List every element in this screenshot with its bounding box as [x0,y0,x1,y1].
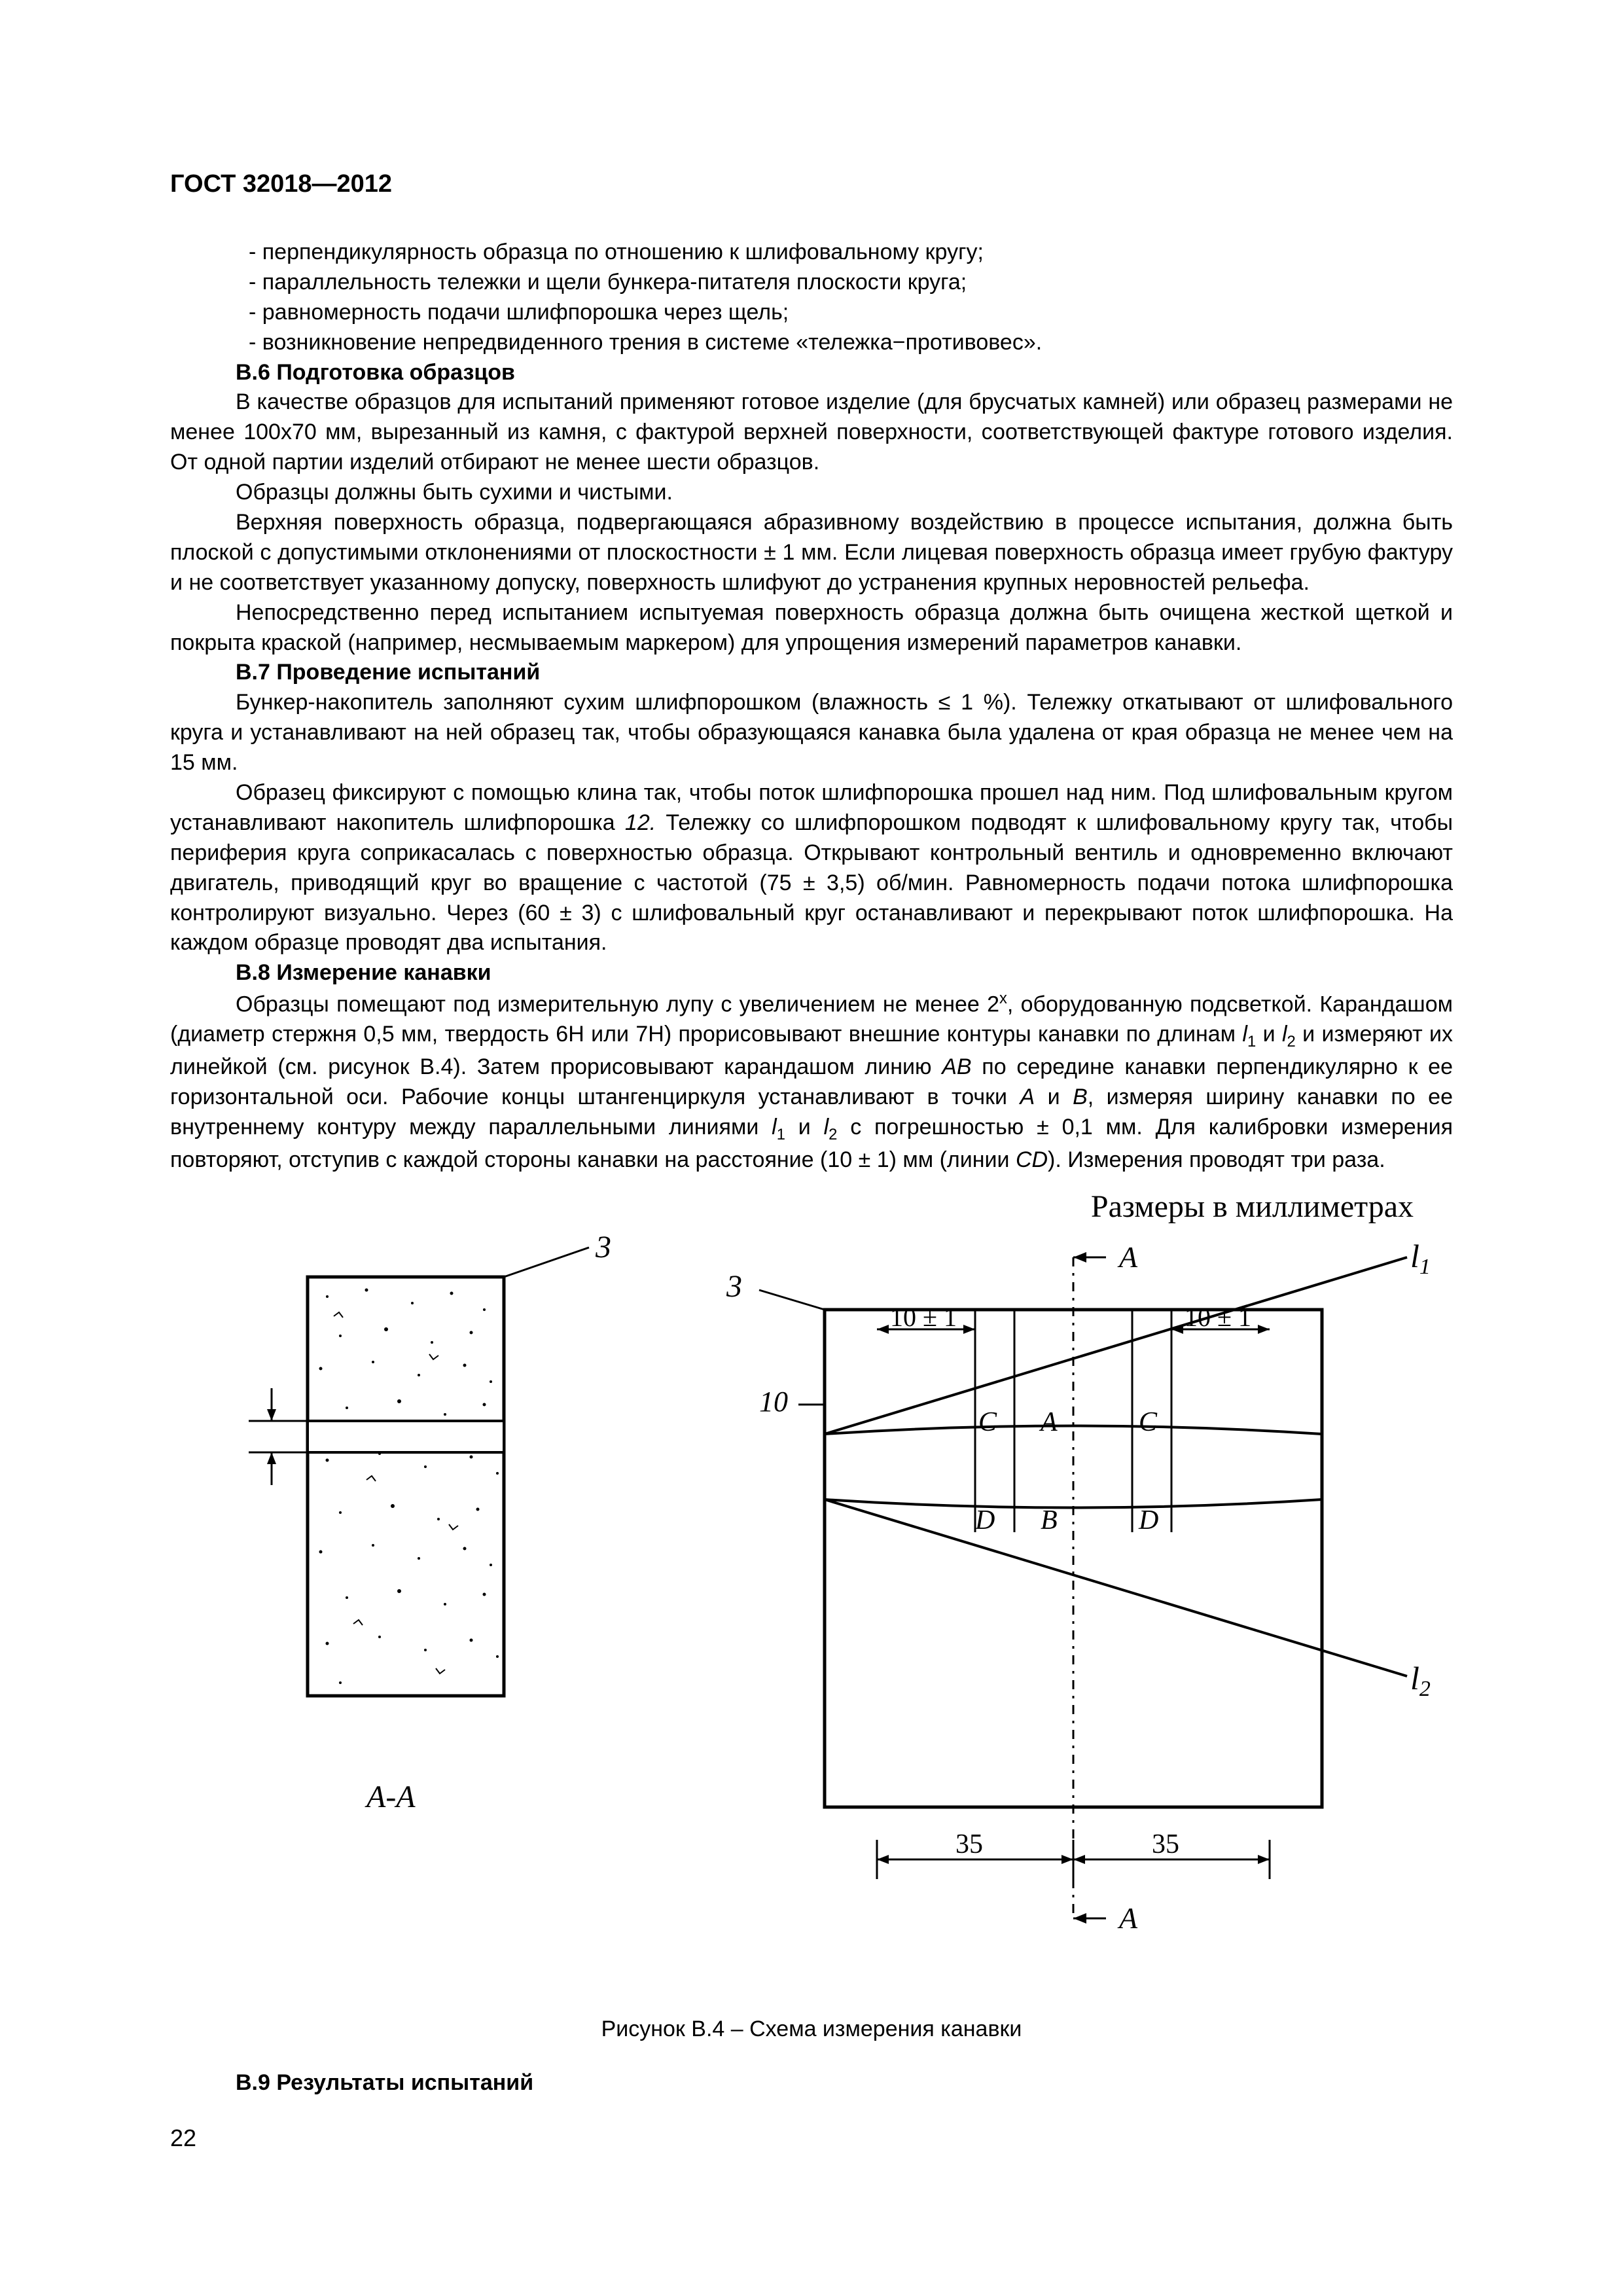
right-label-3: 3 [726,1269,742,1304]
figure-b4: 3 A-A 3 A A [170,1231,1453,2003]
s8-AB: АВ [942,1054,971,1079]
s8-and: и [1256,1022,1282,1047]
dimensions-title: Размеры в миллиметрах [170,1189,1414,1225]
section-b6-title: В.6 Подготовка образцов [236,360,515,385]
s8-A: А [1020,1085,1035,1109]
left-label-3: 3 [595,1231,611,1265]
s8-andb: и [785,1115,824,1139]
s6-p1: В качестве образцов для испытаний примен… [170,387,1453,478]
s6-p4: Непосредственно перед испытанием испытуе… [170,598,1453,658]
label-A-bot: A [1117,1901,1138,1935]
dim-10-1: 10 ± 1 [890,1302,957,1332]
section-b7-title: В.7 Проведение испытаний [236,660,540,685]
section-b8-title: В.8 Измерение канавки [236,960,491,985]
dim-35-1: 35 [955,1829,983,1859]
s8-l1: l [1242,1022,1247,1047]
s8-p1: Образцы помещают под измерительную лупу … [170,988,1453,1175]
label-A-top: A [1117,1240,1138,1274]
right-panel: 3 A A l1 l2 [726,1238,1431,1935]
section-b9-title: В.9 Результаты испытаний [236,2070,533,2095]
page: ГОСТ 32018—2012 - перпендикулярность обр… [0,0,1623,2296]
s6-p2: Образцы должны быть сухими и чистыми. [170,478,1453,508]
label-l2: l2 [1410,1660,1431,1701]
label-D1: D [974,1505,995,1535]
dim-10: 10 [759,1386,788,1418]
s8-l2-sub: 2 [1287,1033,1296,1050]
dim-35-2: 35 [1152,1829,1179,1859]
dim-10-2: 10 ± 1 [1185,1302,1251,1332]
s8-p1a: Образцы помещают под измерительную лупу … [236,992,999,1017]
s8-l2b-sub: 2 [829,1126,837,1143]
s8-l1b-sub: 1 [777,1126,785,1143]
s8-l1b: l [772,1115,777,1139]
figure-svg: 3 A-A 3 A A [170,1231,1453,2003]
body-text: - перпендикулярность образца по отношени… [170,238,1453,1175]
bullet-4: - возникновение непредвиденного трения в… [170,328,1453,358]
page-number: 22 [170,2125,196,2152]
bullet-2: - параллельность тележки и щели бункера-… [170,268,1453,298]
s7-p1: Бункер-накопитель заполняют сухим шлифпо… [170,688,1453,778]
s7-p2: Образец фиксируют с помощью клина так, ч… [170,778,1453,958]
s8-and2: и [1035,1085,1073,1109]
left-panel: 3 A-A [249,1231,611,1814]
bullet-1: - перпендикулярность образца по отношени… [170,238,1453,268]
s8-l2b: l [824,1115,829,1139]
s8-sup: х [999,990,1007,1007]
body-text-2: В.9 Результаты испытаний [170,2068,1453,2098]
doc-header: ГОСТ 32018—2012 [170,170,1453,198]
s8-CD: CD [1016,1147,1048,1172]
figure-caption: Рисунок В.4 – Схема измерения канавки [170,2017,1453,2042]
s8-l2: l [1282,1022,1287,1047]
s8-B: В [1073,1085,1088,1109]
label-l1: l1 [1410,1238,1431,1279]
bullet-3: - равномерность подачи шлифпорошка через… [170,298,1453,328]
label-B1: B [1041,1505,1058,1535]
s8-l1-sub: 1 [1247,1033,1256,1050]
label-C2: C [1139,1407,1158,1437]
label-A1: A [1039,1407,1058,1437]
label-D2: D [1138,1505,1158,1535]
label-C1: C [978,1407,997,1437]
section-label: A-A [365,1780,416,1814]
s7-ref12: 12. [625,810,656,835]
s8-p1g: ). Измерения проводят три раза. [1048,1147,1385,1172]
s6-p3: Верхняя поверхность образца, подвергающа… [170,508,1453,598]
